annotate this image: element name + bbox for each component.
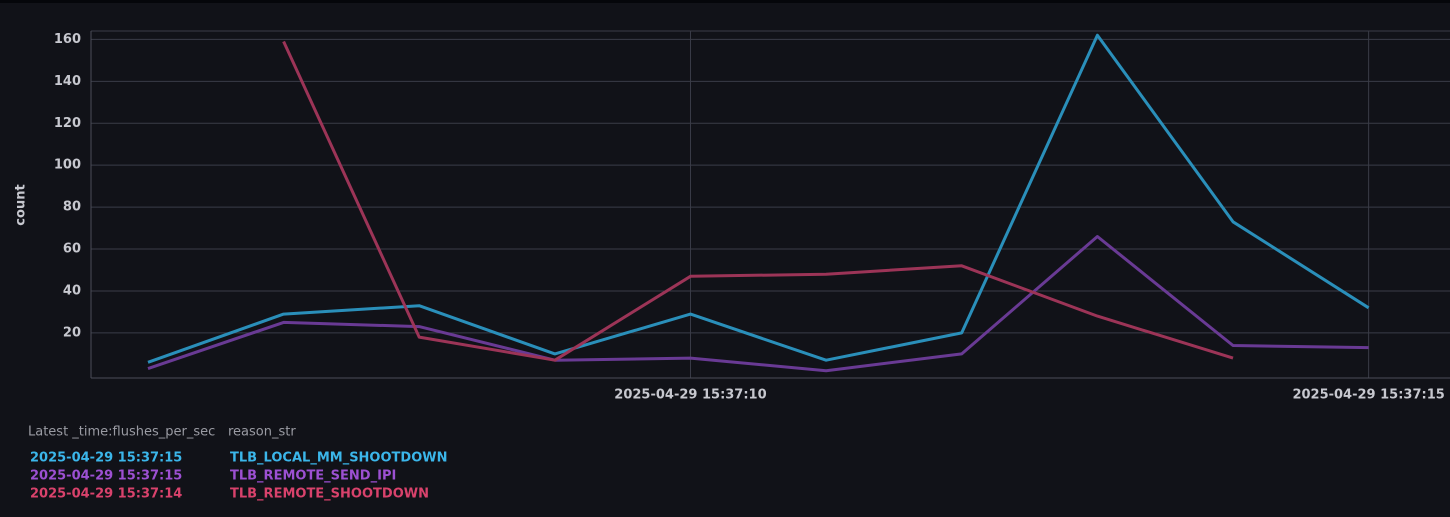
legend-time: 2025-04-29 15:37:15 [30, 451, 182, 466]
legend-header: Latest _time:flushes_per_sec [28, 425, 215, 440]
legend-time: 2025-04-29 15:37:15 [30, 469, 182, 484]
top-border [0, 0, 1450, 3]
x-tick-label: 2025-04-29 15:37:15 [1292, 388, 1444, 403]
y-tick-label: 80 [63, 200, 81, 215]
y-tick-label: 140 [54, 74, 81, 89]
y-tick-label: 60 [63, 242, 81, 257]
y-tick-label: 100 [54, 158, 81, 173]
legend-header: reason_str [228, 425, 296, 440]
legend-name: TLB_LOCAL_MM_SHOOTDOWN [230, 451, 447, 466]
y-tick-label: 160 [54, 32, 81, 47]
series-line [147, 235, 1369, 373]
legend-name: TLB_REMOTE_SEND_IPI [230, 469, 396, 484]
y-tick-label: 40 [63, 283, 81, 298]
legend-time: 2025-04-29 15:37:14 [30, 487, 182, 502]
series-line [147, 33, 1370, 364]
y-tick-label: 20 [63, 325, 81, 340]
y-axis-label: count [14, 184, 29, 225]
y-tick-label: 120 [54, 116, 81, 131]
legend-name: TLB_REMOTE_SHOOTDOWN [230, 487, 429, 502]
x-tick-label: 2025-04-29 15:37:10 [614, 388, 766, 403]
series-line [282, 40, 1234, 362]
